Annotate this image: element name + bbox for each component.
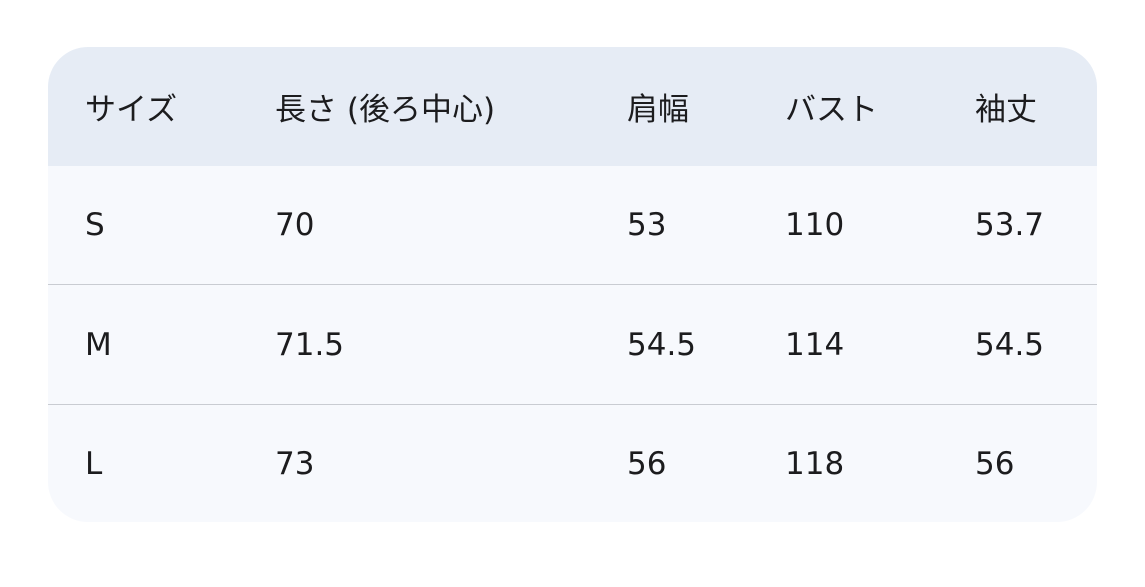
cell-length: 70 <box>275 207 315 244</box>
cell-size: S <box>85 207 105 244</box>
table-row: S 70 53 110 53.7 <box>48 166 1097 285</box>
header-length: 長さ (後ろ中心) <box>275 91 496 128</box>
header-shoulder: 肩幅 <box>627 91 689 128</box>
header-bust: バスト <box>785 91 878 128</box>
size-chart-table: サイズ 長さ (後ろ中心) 肩幅 バスト 袖丈 S 70 53 110 53.7… <box>48 47 1097 522</box>
table-row: M 71.5 54.5 114 54.5 <box>48 284 1097 404</box>
header-sleeve: 袖丈 <box>975 91 1037 128</box>
cell-sleeve: 54.5 <box>975 326 1045 363</box>
cell-shoulder: 53 <box>627 207 667 244</box>
cell-bust: 114 <box>785 326 845 363</box>
cell-sleeve: 53.7 <box>975 207 1045 244</box>
cell-length: 71.5 <box>275 326 345 363</box>
cell-length: 73 <box>275 446 315 483</box>
cell-size: M <box>85 326 112 363</box>
cell-sleeve: 56 <box>975 446 1015 483</box>
cell-bust: 110 <box>785 207 845 244</box>
header-size: サイズ <box>85 91 178 128</box>
table-row: L 73 56 118 56 <box>48 404 1097 522</box>
cell-bust: 118 <box>785 446 845 483</box>
cell-shoulder: 56 <box>627 446 667 483</box>
cell-shoulder: 54.5 <box>627 326 697 363</box>
table-header-row: サイズ 長さ (後ろ中心) 肩幅 バスト 袖丈 <box>48 47 1097 166</box>
cell-size: L <box>85 446 103 483</box>
